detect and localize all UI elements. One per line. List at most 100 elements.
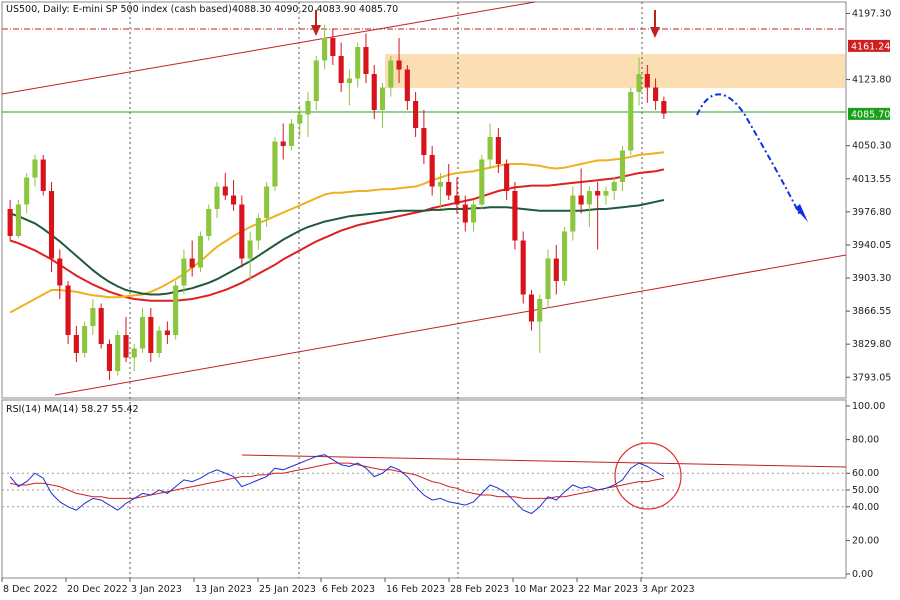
candle-body bbox=[487, 137, 493, 160]
candle-body bbox=[595, 191, 601, 196]
candle-body bbox=[32, 159, 38, 178]
rsi-highlight-circle bbox=[614, 442, 682, 510]
candle-body bbox=[396, 60, 402, 70]
candle-body bbox=[446, 182, 452, 196]
date-tick-label: 25 Jan 2023 bbox=[259, 584, 316, 595]
candle-body bbox=[297, 114, 303, 124]
chart-header-ohlc: 4088.30 4090.20 4083.90 4085.70 bbox=[232, 4, 398, 15]
candle-body bbox=[24, 177, 30, 205]
rsi-trend-line bbox=[241, 454, 847, 468]
candle-body bbox=[214, 186, 220, 209]
candle-body bbox=[371, 74, 377, 110]
price-tick-label: 3940.05 bbox=[852, 240, 891, 251]
candle-body bbox=[131, 348, 137, 358]
candle-body bbox=[222, 186, 228, 196]
candle-body bbox=[148, 317, 154, 353]
candle-body bbox=[355, 47, 361, 79]
date-tick-label: 13 Jan 2023 bbox=[195, 584, 252, 595]
candle-body bbox=[338, 56, 344, 83]
ma-mid-line bbox=[9, 199, 665, 296]
candle-body bbox=[454, 195, 460, 205]
candle-body bbox=[305, 101, 311, 115]
down-arrow-marker-1 bbox=[311, 10, 321, 36]
candle-body bbox=[661, 101, 667, 114]
candle-body bbox=[644, 74, 650, 88]
date-tick-label: 22 Mar 2023 bbox=[578, 584, 638, 595]
candle-body bbox=[346, 78, 352, 83]
candle-body bbox=[73, 335, 79, 353]
price-tag-label: 4085.70 bbox=[851, 109, 890, 120]
price-tick-label: 3829.80 bbox=[852, 339, 891, 350]
rsi-label: RSI(14) MA(14) 58.27 55.42 bbox=[6, 404, 139, 415]
candle-body bbox=[421, 128, 427, 155]
candle-body bbox=[7, 209, 13, 236]
candle-body bbox=[470, 204, 477, 223]
channel-lower bbox=[54, 254, 847, 396]
candle-body bbox=[264, 186, 270, 218]
price-tag-box bbox=[848, 39, 890, 52]
candle-body bbox=[90, 308, 96, 326]
candle-body bbox=[173, 285, 179, 335]
candle-body bbox=[636, 74, 642, 92]
candle-body bbox=[578, 195, 584, 205]
price-tag-box bbox=[848, 107, 890, 120]
price-axis: 4197.30 4123.80 4050.30 4013.55 3976.80 3940.… bbox=[846, 8, 891, 383]
candle-body bbox=[313, 60, 319, 101]
candle-body bbox=[247, 240, 253, 259]
candles-group bbox=[7, 24, 667, 380]
candle-body bbox=[280, 141, 286, 146]
candle-body bbox=[619, 150, 626, 182]
candle-body bbox=[288, 123, 295, 146]
ma-slow-line bbox=[9, 168, 665, 302]
candle-body bbox=[495, 137, 501, 164]
price-tag-label: 4161.24 bbox=[851, 41, 890, 52]
candle-body bbox=[272, 141, 278, 187]
candle-body bbox=[479, 159, 485, 205]
rsi-panel-frame bbox=[1, 399, 847, 579]
date-tick-label: 28 Feb 2023 bbox=[450, 584, 509, 595]
candle-body bbox=[520, 240, 526, 295]
candle-body bbox=[40, 159, 46, 191]
candle-body bbox=[164, 330, 170, 335]
date-tick-label: 20 Dec 2022 bbox=[67, 584, 128, 595]
date-tick-label: 16 Feb 2023 bbox=[386, 584, 445, 595]
price-tick-label: 3976.80 bbox=[852, 207, 891, 218]
candle-body bbox=[156, 330, 162, 353]
rsi-tick-label: 100.00 bbox=[852, 401, 885, 412]
candle-body bbox=[330, 38, 336, 56]
candle-body bbox=[404, 69, 410, 101]
candle-body bbox=[239, 204, 245, 259]
price-tick-label: 4197.30 bbox=[852, 8, 891, 19]
candle-body bbox=[255, 218, 261, 241]
forecast-arrow bbox=[696, 93, 801, 216]
candle-body bbox=[115, 335, 121, 371]
candle-body bbox=[98, 308, 104, 344]
candle-body bbox=[123, 335, 129, 358]
channel-upper bbox=[1, 1, 536, 95]
candle-body bbox=[65, 285, 71, 335]
rsi-tick-label: 60.00 bbox=[852, 468, 879, 479]
candle-body bbox=[82, 326, 88, 353]
date-tick-label: 8 Dec 2022 bbox=[3, 584, 58, 595]
price-tick-label: 4050.30 bbox=[852, 141, 891, 152]
candle-body bbox=[230, 195, 237, 205]
chart-header-symbol: US500, Daily: E-mini SP 500 index (cash … bbox=[6, 4, 232, 15]
candle-body bbox=[504, 164, 510, 191]
price-tick-label: 3793.05 bbox=[852, 372, 891, 383]
resistance-zone bbox=[385, 54, 845, 88]
candle-body bbox=[512, 191, 518, 241]
price-tags: 4161.24 4085.70 bbox=[848, 39, 890, 120]
candle-body bbox=[653, 87, 659, 101]
candle-body bbox=[528, 294, 535, 322]
down-arrow-marker-2 bbox=[650, 10, 660, 38]
candle-body bbox=[611, 182, 617, 191]
candle-body bbox=[181, 258, 187, 286]
rsi-tick-label: 0.00 bbox=[852, 569, 873, 580]
price-tick-label: 3903.30 bbox=[852, 273, 891, 284]
date-tick-label: 3 Jan 2023 bbox=[131, 584, 182, 595]
rsi-tick-label: 40.00 bbox=[852, 502, 879, 513]
candle-body bbox=[379, 87, 386, 110]
price-tick-label: 3866.55 bbox=[852, 306, 891, 317]
rsi-tick-label: 50.00 bbox=[852, 485, 879, 496]
